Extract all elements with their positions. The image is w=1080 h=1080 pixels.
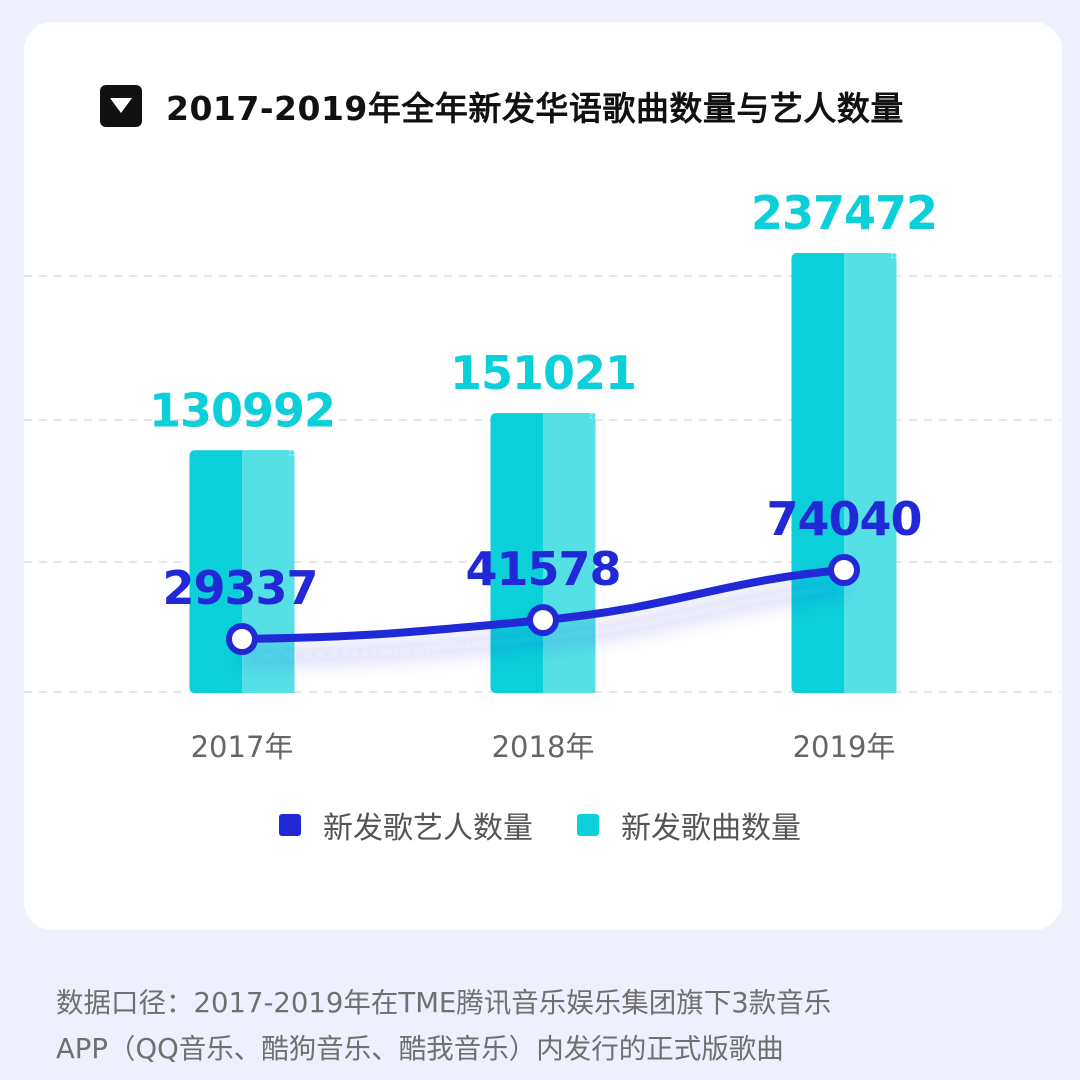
bar-corner-round — [891, 253, 897, 258]
bar-value-label: 151021 — [450, 346, 636, 400]
data-source-note: 数据口径：2017-2019年在TME腾讯音乐娱乐集团旗下3款音乐 APP（QQ… — [56, 980, 1046, 1072]
line-point — [226, 623, 258, 655]
chart-title: 2017-2019年全年新发华语歌曲数量与艺人数量 — [166, 89, 904, 128]
bar-right-half — [844, 253, 897, 693]
bar-right-half — [543, 413, 596, 693]
line-point — [828, 554, 860, 586]
legend-item-artists[interactable]: 新发歌艺人数量 — [279, 803, 533, 847]
bar-value-label: 130992 — [149, 383, 335, 437]
legend-item-songs[interactable]: 新发歌曲数量 — [577, 803, 801, 847]
chart-legend: 新发歌艺人数量 新发歌曲数量 — [0, 803, 1080, 847]
legend-swatch-songs — [577, 814, 599, 836]
triangle-down-icon[interactable] — [100, 85, 142, 127]
chart-plot: 130992 2017年 151021 2018年 237472 2019年 29337 41… — [24, 186, 1060, 764]
bar-corner-round — [590, 413, 596, 419]
bar-corner-round — [289, 450, 295, 456]
line-value-label: 74040 — [766, 492, 921, 546]
bar-2019年 — [791, 253, 897, 693]
footnote-line-2: APP（QQ音乐、酷狗音乐、酷我音乐）内发行的正式版歌曲 — [56, 1033, 784, 1065]
line-shadow — [241, 581, 845, 664]
chart-header: 2017-2019年全年新发华语歌曲数量与艺人数量 — [100, 84, 904, 128]
bar-value-label: 237472 — [751, 186, 937, 240]
legend-label-songs: 新发歌曲数量 — [621, 811, 801, 846]
line-point — [527, 604, 559, 637]
line-value-label: 29337 — [162, 561, 317, 615]
footnote-line-1: 数据口径：2017-2019年在TME腾讯音乐娱乐集团旗下3款音乐 — [56, 987, 832, 1019]
line-value-label: 41578 — [465, 542, 620, 596]
x-tick-label: 2019年 — [793, 730, 896, 764]
x-tick-label: 2017年 — [191, 730, 294, 764]
x-tick-label: 2018年 — [492, 730, 595, 764]
legend-label-artists: 新发歌艺人数量 — [323, 811, 533, 846]
legend-swatch-artists — [279, 814, 301, 836]
